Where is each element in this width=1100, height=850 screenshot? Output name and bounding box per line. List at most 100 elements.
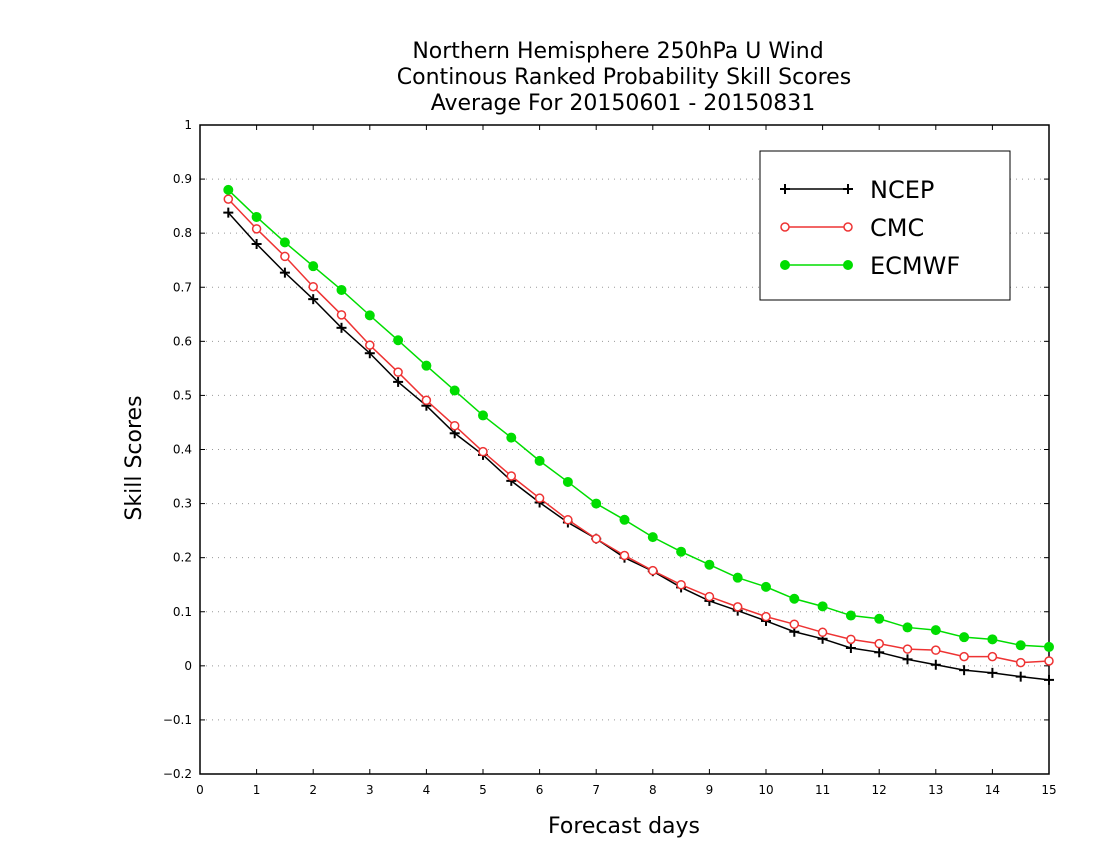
ecmwf-point — [308, 261, 319, 272]
y-axis-label: Skill Scores — [122, 395, 147, 520]
cmc-point — [449, 420, 460, 431]
cmc-point — [1015, 657, 1026, 668]
ecmwf-point — [364, 310, 375, 321]
cmc-point — [987, 651, 998, 662]
x-tick-label: 6 — [536, 783, 544, 797]
y-tick-label: 0.9 — [173, 172, 192, 186]
legend-marker-ecmwf — [780, 260, 790, 270]
ncep-point — [393, 376, 404, 387]
legend-label-ecmwf: ECMWF — [870, 252, 960, 280]
cmc-point — [223, 194, 234, 204]
cmc-point — [619, 550, 630, 561]
series-ecmwf — [223, 184, 1054, 652]
x-tick-label: 4 — [423, 783, 431, 797]
x-tick-label: 13 — [928, 783, 943, 797]
x-tick-label: 14 — [985, 783, 1000, 797]
ecmwf-point — [647, 532, 658, 543]
cmc-point — [336, 310, 347, 320]
series-cmc — [223, 194, 1054, 668]
cmc-point — [874, 638, 884, 649]
cmc-point — [761, 611, 771, 622]
cmc-point — [251, 224, 262, 234]
axis-ticks — [199, 124, 1050, 775]
ncep-point — [902, 654, 913, 665]
legend-box — [759, 150, 1011, 301]
x-tick-label: 7 — [592, 783, 600, 797]
y-tick-label: 0.6 — [173, 334, 192, 348]
x-axis-label: Forecast days — [548, 814, 700, 839]
y-tick-label: 1 — [184, 118, 192, 132]
cmc-point — [534, 493, 545, 503]
legend-item-cmc: CMC — [780, 214, 924, 242]
y-tick-label: 0.8 — [173, 226, 192, 240]
x-tick-label: 5 — [479, 783, 487, 797]
ecmwf-point — [902, 622, 913, 633]
y-tick-label: −0.1 — [163, 713, 192, 727]
ecmwf-point — [449, 385, 460, 396]
x-tick-label: 0 — [196, 783, 204, 797]
cmc-point — [676, 579, 686, 590]
legend-marker-ncep — [843, 184, 853, 194]
ecmwf-point — [817, 601, 828, 612]
x-tick-label: 2 — [309, 783, 317, 797]
legend-label-cmc: CMC — [870, 214, 924, 242]
ecmwf-point — [1015, 640, 1026, 651]
cmc-point — [732, 602, 743, 612]
ecmwf-point — [704, 559, 715, 570]
cmc-point — [421, 395, 432, 406]
ncep-point — [1044, 674, 1054, 685]
x-tick-label: 1 — [253, 783, 261, 797]
chart-title-line-3: Average For 20150601 - 20150831 — [431, 91, 816, 116]
ecmwf-point — [959, 632, 970, 643]
x-tick-label: 8 — [649, 783, 657, 797]
cmc-point — [931, 645, 941, 655]
cmc-point — [704, 591, 715, 602]
cmc-point — [789, 619, 800, 629]
ncep-point — [874, 647, 885, 658]
ecmwf-point — [562, 476, 573, 487]
cmc-point — [393, 367, 403, 377]
ncep-point — [959, 665, 970, 676]
cmc-point — [959, 651, 969, 662]
ncep-point — [223, 207, 234, 218]
ecmwf-point — [987, 634, 998, 645]
legend-marker-cmc — [780, 222, 790, 232]
ecmwf-point — [279, 237, 290, 248]
cmc-point — [478, 446, 488, 457]
ecmwf-point — [223, 184, 234, 195]
chart-title-line-1: Northern Hemisphere 250hPa U Wind — [412, 39, 823, 64]
ncep-point — [308, 294, 319, 305]
ecmwf-point — [421, 360, 432, 371]
chart-title-line-2: Continous Ranked Probability Skill Score… — [397, 65, 851, 90]
x-tick-label: 10 — [758, 783, 773, 797]
legend-label-ncep: NCEP — [870, 176, 934, 204]
legend-item-ncep: NCEP — [780, 176, 934, 204]
cmc-point — [1044, 656, 1054, 666]
ecmwf-point — [930, 625, 941, 636]
ecmwf-point — [732, 572, 743, 583]
legend-item-ecmwf: ECMWF — [780, 252, 960, 280]
x-tick-label: 11 — [815, 783, 830, 797]
y-tick-label: 0.7 — [173, 280, 192, 294]
x-tick-label: 15 — [1041, 783, 1056, 797]
cmc-point — [648, 565, 658, 576]
x-tick-label: 9 — [706, 783, 714, 797]
cmc-point — [591, 533, 601, 544]
legend-marker-ncep — [780, 184, 790, 194]
series-layer — [223, 184, 1054, 685]
ecmwf-point — [874, 613, 885, 624]
x-tick-label: 3 — [366, 783, 374, 797]
cmc-point — [563, 515, 573, 525]
ecmwf-point — [761, 581, 771, 592]
ecmwf-point — [534, 455, 545, 466]
ecmwf-point — [845, 610, 856, 621]
ncep-point — [930, 659, 941, 670]
ecmwf-point — [1044, 641, 1054, 652]
legend: NCEP CMC ECMWF — [759, 150, 1011, 301]
x-tick-label: 12 — [872, 783, 887, 797]
cmc-point — [846, 634, 856, 645]
cmc-point — [817, 627, 828, 638]
cmc-point — [365, 340, 375, 350]
y-tick-label: 0.3 — [173, 497, 192, 511]
ecmwf-point — [619, 514, 630, 525]
